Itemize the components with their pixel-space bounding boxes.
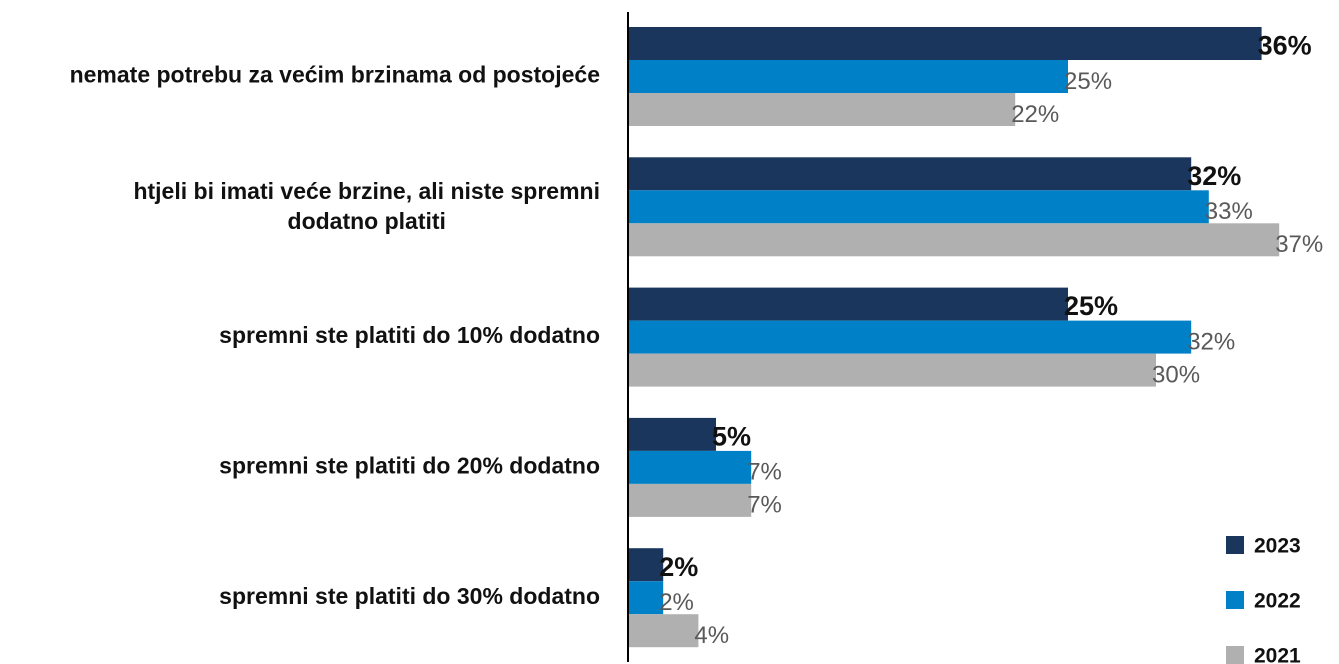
bar [628,450,752,484]
bar [628,157,1192,191]
bar [628,614,699,648]
value-label: 33% [1205,198,1253,225]
bar [628,353,1156,387]
category-label: spremni ste platiti do 30% dodatno [219,583,600,609]
value-label: 36% [1258,31,1312,61]
value-label: 25% [1064,291,1118,321]
bar [628,548,664,582]
bar [628,320,1192,354]
value-label: 7% [747,459,782,486]
category-label: spremni ste platiti do 20% dodatno [219,452,600,478]
legend-swatch [1226,536,1244,554]
category-label-line: htjeli bi imati veće brzine, ali niste s… [133,178,600,204]
value-label: 37% [1275,231,1323,258]
value-label: 32% [1187,161,1241,191]
legend-swatch [1226,591,1244,609]
legend-label: 2021 [1254,645,1301,664]
value-label: 2% [659,589,694,616]
bar [628,60,1068,93]
value-label: 30% [1152,361,1200,388]
bar [628,27,1262,60]
value-label: 7% [747,492,782,519]
legend-label: 2023 [1254,535,1301,558]
category-label: nemate potrebu za većim brzinama od post… [70,62,600,88]
bar [628,287,1068,321]
legend-swatch [1226,646,1244,664]
bar [628,223,1280,257]
value-label: 22% [1011,101,1059,128]
category-label: htjeli bi imati veće brzine, ali niste s… [133,178,600,234]
bar [628,417,716,451]
legend-label: 2022 [1254,590,1301,613]
bar [628,93,1016,126]
value-label: 5% [712,422,751,452]
value-label: 4% [694,622,729,649]
value-label: 2% [659,552,698,582]
value-label: 25% [1064,68,1112,95]
value-label: 32% [1187,328,1235,355]
bar [628,190,1209,224]
category-label: spremni ste platiti do 10% dodatno [219,322,600,348]
bar [628,581,664,615]
category-label-line: dodatno platiti [288,208,446,234]
bar [628,483,752,517]
